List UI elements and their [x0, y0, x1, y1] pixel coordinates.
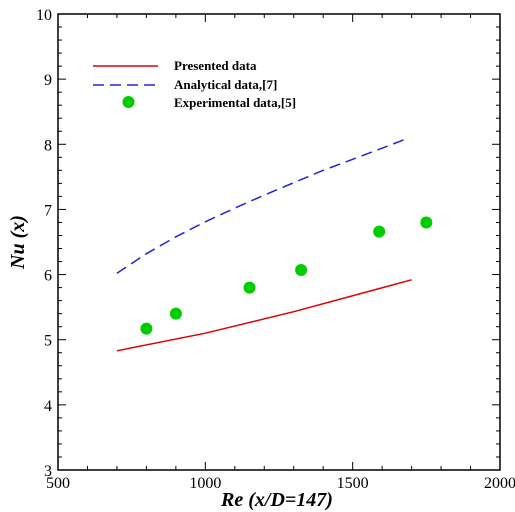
legend-label: Analytical data,[7] [174, 77, 277, 92]
y-tick-label: 8 [44, 137, 52, 154]
presented-data-line [116, 279, 412, 352]
series-layer [116, 138, 433, 352]
analytical-data-line [116, 138, 406, 274]
x-tick-label: 2000 [484, 475, 515, 492]
x-tick-label: 1500 [337, 475, 369, 492]
y-tick-label: 10 [36, 7, 52, 24]
experimental-data-point [169, 307, 182, 320]
experimental-data-point [140, 322, 153, 335]
legend-marker [122, 96, 135, 108]
y-tick-label: 5 [44, 333, 52, 350]
axis-ticks [57, 13, 501, 471]
experimental-data-point [295, 264, 308, 277]
y-tick-label: 3 [44, 463, 52, 480]
experimental-data-point [420, 216, 433, 229]
experimental-data-point [373, 225, 386, 238]
y-axis-title: Nu (x) [7, 215, 29, 270]
legend-label: Experimental data,[5] [174, 95, 296, 110]
tick-labels: 500 1000 1500 2000 3 4 5 6 7 8 9 10 [36, 7, 515, 492]
x-tick-label: 500 [46, 475, 70, 492]
y-tick-label: 6 [44, 268, 52, 285]
experimental-data-point [243, 281, 256, 294]
x-axis-title: Re (x/D=147) [220, 489, 333, 511]
y-tick-label: 7 [44, 202, 52, 219]
x-tick-label: 1000 [189, 475, 221, 492]
legend-label: Presented data [174, 58, 257, 73]
y-tick-label: 4 [44, 398, 52, 415]
legend: Presented data Analytical data,[7] Experim… [93, 58, 296, 110]
plot-frame [57, 13, 501, 471]
y-tick-label: 9 [44, 72, 52, 89]
